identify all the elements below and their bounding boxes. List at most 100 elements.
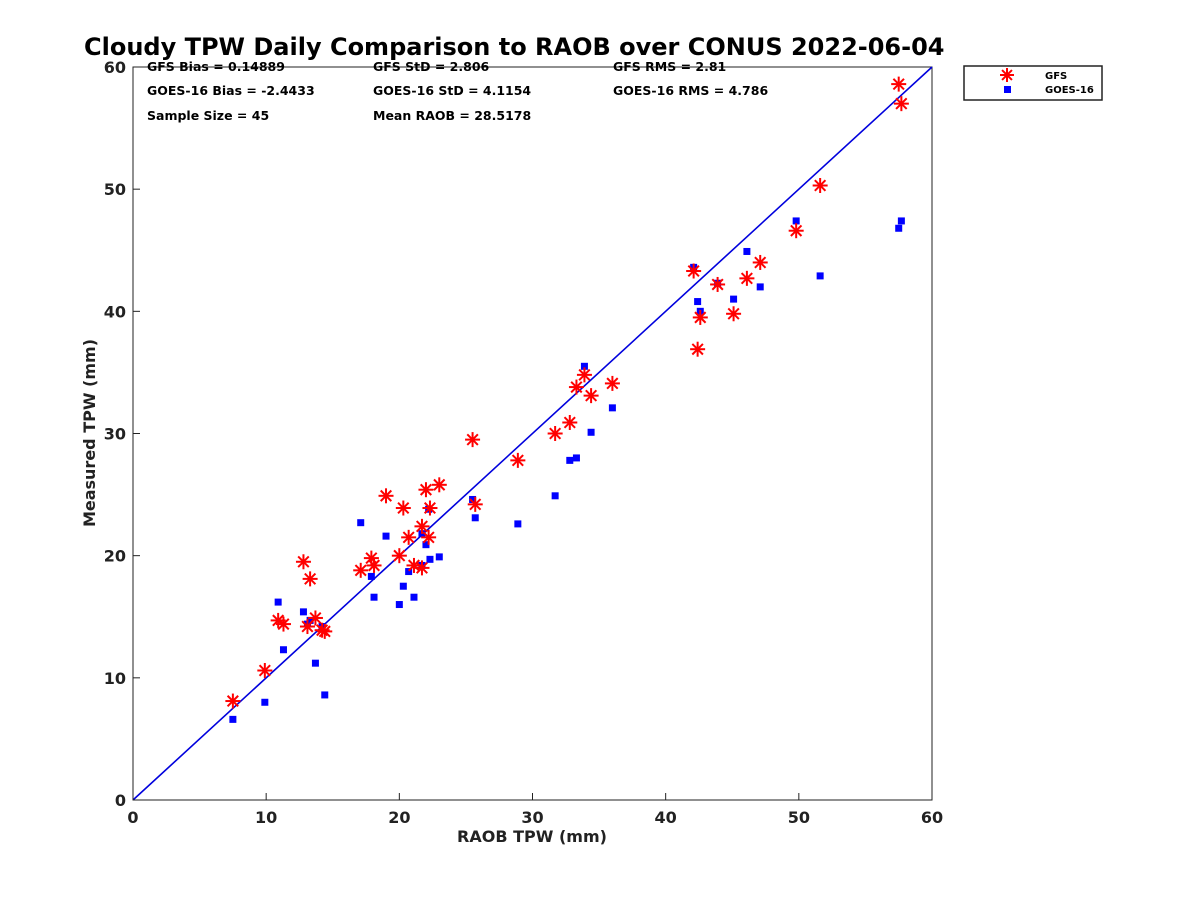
- y-axis-label: Measured TPW (mm): [80, 339, 99, 527]
- x-tick-label: 0: [127, 808, 138, 827]
- goes-16-point: [514, 520, 522, 528]
- goes-16-point: [551, 492, 559, 500]
- gfs-point: [366, 557, 382, 573]
- gfs-point: [418, 482, 434, 498]
- goes-16-point: [274, 598, 282, 606]
- gfs-point: [568, 379, 584, 395]
- stat-goes-bias: GOES-16 Bias = -2.4433: [147, 83, 315, 98]
- goes-16-point: [566, 456, 574, 464]
- x-axis-ticks: 0 10 20 30 40 50 60: [127, 793, 943, 827]
- reference-line: [132, 66, 933, 801]
- goes-16-point: [410, 593, 418, 601]
- goes-16-point: [426, 555, 434, 563]
- gfs-point: [317, 623, 333, 639]
- y-tick-label: 50: [104, 180, 126, 199]
- gfs-point: [547, 426, 563, 441]
- gfs-point: [295, 554, 311, 570]
- gfs-point: [225, 693, 241, 709]
- gfs-point: [422, 500, 438, 516]
- legend-gfs-asterisk: [1000, 68, 1014, 82]
- one-to-one-line: [132, 66, 933, 801]
- stat-gfs-rms: GFS RMS = 2.81: [613, 59, 726, 74]
- goes-16-point: [756, 283, 764, 291]
- goes-16-point: [469, 495, 477, 503]
- goes-16-point: [471, 514, 479, 522]
- y-tick-label: 40: [104, 302, 126, 321]
- goes-16-point: [311, 659, 319, 667]
- gfs-point: [510, 452, 526, 468]
- legend: GFS GOES-16: [963, 65, 1103, 101]
- y-tick-label: 10: [104, 669, 126, 688]
- goes-16-point: [395, 601, 403, 609]
- goes-16-point: [261, 698, 269, 706]
- x-axis-label: RAOB TPW (mm): [457, 827, 607, 846]
- gfs-point: [401, 529, 417, 545]
- gfs-point: [893, 96, 909, 112]
- x-tick-label: 50: [788, 808, 810, 827]
- stat-goes-std: GOES-16 StD = 4.1154: [373, 83, 531, 98]
- gfs-point: [752, 254, 768, 270]
- gfs-point: [414, 560, 430, 576]
- gfs-point: [788, 223, 804, 239]
- gfs-point: [726, 306, 742, 322]
- goes-16-point: [897, 217, 905, 225]
- goes-16-point: [422, 541, 430, 549]
- y-tick-label: 0: [115, 791, 126, 810]
- y-axis-ticks: 0 10 20 30 40 50 60: [104, 58, 140, 810]
- goes-16-point: [435, 553, 443, 561]
- y-tick-label: 60: [104, 58, 126, 77]
- goes-16-point: [587, 428, 595, 436]
- gfs-point: [421, 529, 437, 545]
- gfs-point: [302, 571, 318, 587]
- gfs-point: [686, 263, 702, 279]
- gfs-point: [307, 610, 323, 626]
- gfs-point: [604, 375, 620, 391]
- gfs-point: [583, 388, 599, 404]
- stat-mean-raob: Mean RAOB = 28.5178: [373, 108, 531, 123]
- legend-goes-16-label: GOES-16: [1045, 85, 1094, 96]
- legend-gfs-marker: [1000, 68, 1014, 82]
- gfs-point: [257, 663, 273, 679]
- x-tick-label: 60: [921, 808, 943, 827]
- series-gfs: [225, 76, 909, 709]
- goes-16-point: [580, 362, 588, 370]
- stat-sample-size: Sample Size = 45: [147, 108, 269, 123]
- goes-16-point: [572, 454, 580, 462]
- goes-16-point: [229, 715, 237, 723]
- goes-16-point: [306, 616, 314, 624]
- legend-goes-16-marker: [1004, 86, 1011, 93]
- goes-16-point: [370, 593, 378, 601]
- gfs-point: [576, 367, 592, 383]
- gfs-point: [739, 270, 755, 286]
- goes-16-point: [299, 608, 307, 616]
- y-tick-label: 30: [104, 425, 126, 444]
- x-tick-label: 40: [655, 808, 677, 827]
- goes-16-point: [382, 532, 390, 540]
- goes-16-point: [399, 582, 407, 590]
- x-tick-label: 30: [521, 808, 543, 827]
- gfs-point: [467, 496, 483, 512]
- y-tick-label: 20: [104, 547, 126, 566]
- gfs-point: [275, 616, 291, 632]
- gfs-point: [353, 562, 369, 578]
- goes-16-point: [279, 646, 287, 654]
- legend-box: [963, 65, 1103, 101]
- goes-16-point: [405, 568, 413, 576]
- stat-goes-rms: GOES-16 RMS = 4.786: [613, 83, 768, 98]
- goes-16-point: [357, 519, 365, 527]
- gfs-point: [414, 518, 430, 534]
- chart-title: Cloudy TPW Daily Comparison to RAOB over…: [84, 33, 944, 61]
- goes-16-point: [816, 272, 824, 280]
- gfs-point: [710, 276, 726, 292]
- goes-16-point: [321, 691, 329, 699]
- goes-16-point: [743, 247, 751, 255]
- gfs-point: [812, 178, 828, 194]
- gfs-point: [690, 341, 706, 357]
- goes-16-point: [730, 295, 738, 303]
- gfs-point: [562, 415, 578, 431]
- gfs-point: [692, 309, 708, 325]
- legend-gfs-label: GFS: [1045, 71, 1067, 82]
- goes-16-point: [792, 217, 800, 225]
- gfs-point: [431, 477, 447, 493]
